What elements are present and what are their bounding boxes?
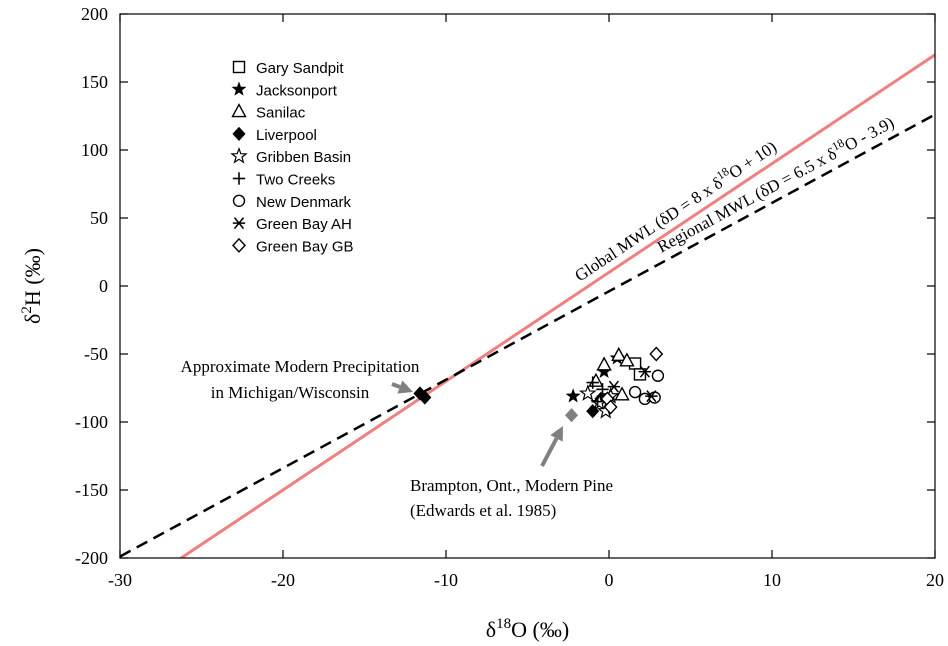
legend-marker	[231, 81, 247, 96]
y-axis-title: δ2H (‰)	[19, 248, 45, 324]
x-tick-label: -20	[271, 570, 295, 590]
point-gribben-basin	[579, 384, 597, 401]
x-tick-label: -10	[434, 570, 458, 590]
legend-label: Jacksonport	[256, 82, 338, 99]
legend-label: New Denmark	[256, 194, 352, 211]
y-tick-label: 0	[99, 276, 108, 296]
point-modern-precipitation	[413, 386, 427, 401]
global-mwl-line	[178, 53, 935, 558]
y-tick-label: -100	[75, 412, 108, 432]
point-two-creeks	[586, 376, 599, 389]
y-tick-label: -200	[75, 548, 108, 568]
legend-marker	[230, 146, 248, 164]
annotation-brampton-line1: Brampton, Ont., Modern Pine	[410, 476, 613, 495]
legend-marker	[232, 237, 246, 253]
x-tick-label: 10	[763, 570, 781, 590]
legend-item-jacksonport: Jacksonport	[231, 81, 338, 99]
point-sanilac	[611, 346, 627, 362]
y-tick-label: -50	[84, 344, 108, 364]
point-green-bay-ah	[607, 380, 621, 393]
legend-item-liverpool: Liverpool	[232, 126, 317, 144]
point-two-creeks	[596, 383, 609, 396]
regional-mwl-line	[120, 113, 935, 558]
point-brampton-pine	[564, 408, 579, 423]
point-green-bay-gb	[603, 399, 618, 415]
legend-item-new-denmark: New Denmark	[232, 194, 352, 211]
point-two-creeks	[591, 395, 604, 408]
legend-marker	[232, 194, 246, 208]
arrow-precipitation	[391, 380, 413, 394]
legend-item-two-creeks: Two Creeks	[232, 172, 335, 189]
x-tick-label: 0	[605, 570, 614, 590]
point-sanilac	[614, 386, 630, 401]
point-green-bay-ah	[645, 390, 658, 403]
point-sanilac	[619, 352, 635, 367]
points-layer	[413, 346, 665, 423]
point-new-denmark	[651, 369, 665, 382]
legend-label: Green Bay GB	[256, 238, 354, 255]
y-tick-label: 100	[81, 140, 108, 160]
point-green-bay-gb	[649, 346, 664, 362]
annotation-precipitation-line1: Approximate Modern Precipitation	[181, 357, 420, 376]
legend: Gary Sandpit Jacksonport Sanilac Liverpool G…	[230, 60, 354, 255]
legend-marker	[232, 172, 246, 185]
legend-label: Gary Sandpit	[256, 60, 344, 77]
y-tick-label: -150	[75, 480, 108, 500]
legend-label: Liverpool	[256, 127, 317, 144]
legend-label: Green Bay AH	[256, 216, 352, 233]
annotation-precipitation-line2: in Michigan/Wisconsin	[211, 383, 370, 402]
legend-label: Two Creeks	[256, 172, 335, 189]
point-new-denmark	[628, 385, 642, 399]
legend-label: Gribben Basin	[256, 149, 351, 166]
x-axis-title: δ18O (‰)	[486, 616, 569, 642]
axes: -30 -20 -10 0 10 20-200-150-100-5005010015020…	[19, 4, 944, 642]
x-tick-label: -30	[108, 570, 132, 590]
legend-label: Sanilac	[256, 105, 306, 122]
legend-item-gary-sandpit: Gary Sandpit	[232, 60, 344, 77]
point-green-bay-ah	[638, 365, 652, 378]
point-gary-sandpit	[633, 368, 647, 381]
legend-marker	[231, 103, 247, 118]
point-sanilac	[596, 356, 612, 371]
legend-marker	[232, 217, 246, 230]
x-tick-label: 20	[926, 570, 944, 590]
annotation-brampton-line2: (Edwards et al. 1985)	[410, 501, 556, 520]
legend-marker	[232, 60, 246, 74]
y-tick-label: 50	[90, 208, 108, 228]
point-jacksonport	[565, 388, 581, 403]
arrow-brampton	[540, 426, 563, 467]
legend-marker	[232, 126, 246, 141]
legend-item-sanilac: Sanilac	[231, 103, 306, 122]
regional-mwl-label: Regional MWL (δD = 6.5 x δ18O - 3.9)	[653, 110, 898, 256]
legend-item-gribben-basin: Gribben Basin	[230, 146, 351, 166]
y-tick-label: 200	[81, 4, 108, 24]
legend-item-green-bay-gb: Green Bay GB	[232, 237, 354, 255]
y-tick-label: 150	[81, 72, 108, 92]
lines-layer	[120, 53, 935, 558]
legend-item-green-bay-ah: Green Bay AH	[232, 216, 352, 233]
